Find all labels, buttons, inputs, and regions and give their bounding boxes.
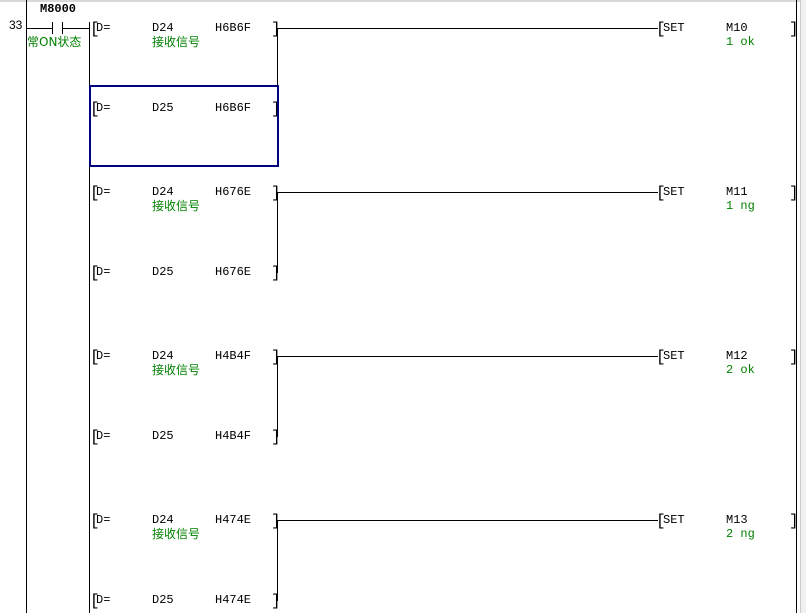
bracket-close-icon: ] [789,512,799,530]
bracket-close-icon: ] [271,20,281,38]
bracket-open-icon: [ [90,348,100,366]
rung-wire [277,356,658,357]
compare-comment: 接收信号 [152,363,201,377]
bracket-open-icon: [ [90,184,100,202]
bracket-close-icon: ] [271,100,281,118]
bracket-open-icon: [ [90,428,100,446]
compare-comment: 接收信号 [152,527,201,541]
bracket-open-icon: [ [656,20,666,38]
contact-no-icon[interactable] [52,22,53,34]
bracket-close-icon: ] [271,428,281,446]
compare-source[interactable]: D25 [152,265,174,279]
compare-comment: 接收信号 [152,35,201,49]
compare-op[interactable]: D= [96,349,111,363]
right-power-rail [796,0,797,613]
bracket-close-icon: ] [271,264,281,282]
coil-instruction[interactable]: SET [663,513,685,527]
bracket-open-icon: [ [656,512,666,530]
branch-wire [277,28,278,109]
compare-op[interactable]: D= [96,429,111,443]
compare-value[interactable]: H6B6F [215,101,252,115]
compare-source[interactable]: D24 [152,513,174,527]
bracket-close-icon: ] [271,184,281,202]
coil-device[interactable]: M11 [726,185,748,199]
coil-comment: 1 ok [726,35,755,49]
branch-bus [89,22,90,613]
coil-comment: 2 ok [726,363,755,377]
coil-instruction[interactable]: SET [663,185,685,199]
coil-comment: 1 ng [726,199,755,213]
bracket-open-icon: [ [90,592,100,610]
bracket-open-icon: [ [90,20,100,38]
step-number: 33 [9,18,23,32]
left-power-rail [26,0,27,613]
compare-op[interactable]: D= [96,185,111,199]
coil-instruction[interactable]: SET [663,349,685,363]
compare-comment: 接收信号 [152,199,201,213]
compare-op[interactable]: D= [96,265,111,279]
compare-value[interactable]: H474E [215,513,252,527]
compare-value[interactable]: H676E [215,265,252,279]
rung-wire [277,520,658,521]
bracket-close-icon: ] [271,348,281,366]
bracket-open-icon: [ [656,348,666,366]
branch-wire [277,520,278,601]
selection-cursor [89,85,279,167]
vertical-scrollbar[interactable] [800,0,806,613]
branch-wire [277,356,278,437]
coil-comment: 2 ng [726,527,755,541]
coil-device[interactable]: M12 [726,349,748,363]
compare-value[interactable]: H676E [215,185,252,199]
bracket-open-icon: [ [90,264,100,282]
coil-instruction[interactable]: SET [663,21,685,35]
compare-source[interactable]: D25 [152,593,174,607]
compare-value[interactable]: H6B6F [215,21,252,35]
compare-source[interactable]: D25 [152,429,174,443]
contact-comment: 常ON状态 [27,35,82,49]
wire [62,28,90,29]
compare-value[interactable]: H4B4F [215,429,252,443]
bracket-close-icon: ] [271,592,281,610]
bracket-open-icon: [ [90,512,100,530]
compare-op[interactable]: D= [96,593,111,607]
compare-op[interactable]: D= [96,101,111,115]
wire [26,28,52,29]
contact-device[interactable]: M8000 [40,2,77,16]
top-border [0,0,806,2]
bracket-close-icon: ] [789,20,799,38]
compare-value[interactable]: H4B4F [215,349,252,363]
compare-value[interactable]: H474E [215,593,252,607]
rung-wire [277,192,658,193]
compare-source[interactable]: D25 [152,101,174,115]
compare-source[interactable]: D24 [152,185,174,199]
compare-source[interactable]: D24 [152,21,174,35]
bracket-close-icon: ] [271,512,281,530]
coil-device[interactable]: M13 [726,513,748,527]
compare-op[interactable]: D= [96,513,111,527]
bracket-close-icon: ] [789,348,799,366]
compare-source[interactable]: D24 [152,349,174,363]
coil-device[interactable]: M10 [726,21,748,35]
bracket-open-icon: [ [90,100,100,118]
rung-wire [277,28,658,29]
bracket-close-icon: ] [789,184,799,202]
bracket-open-icon: [ [656,184,666,202]
compare-op[interactable]: D= [96,21,111,35]
branch-wire [277,192,278,273]
